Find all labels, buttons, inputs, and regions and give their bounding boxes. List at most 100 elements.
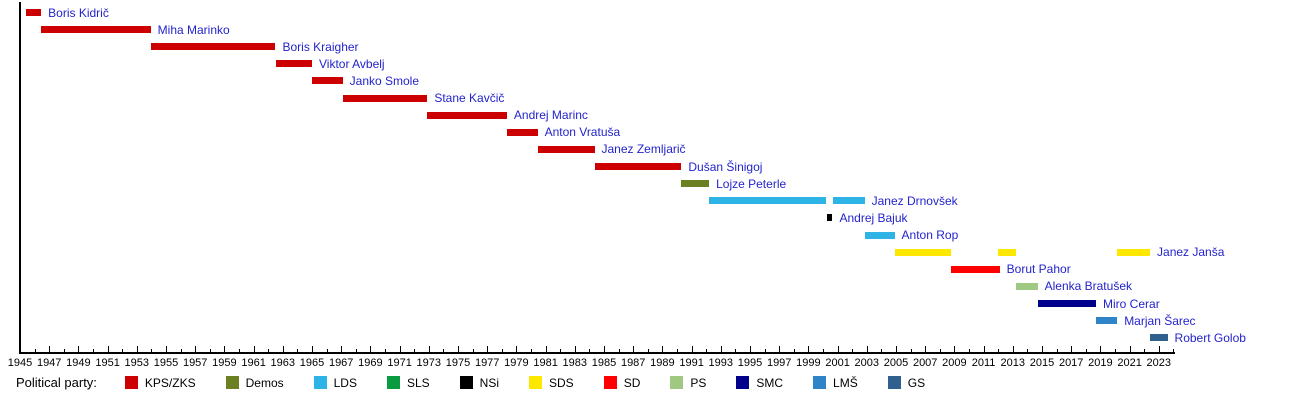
legend-items: KPS/ZKS Demos LDS SLS NSi SDS SD PS SMC LMŠ GS bbox=[124, 376, 955, 390]
axis-tick bbox=[268, 349, 270, 352]
pm-name-label[interactable]: Marjan Šarec bbox=[1124, 313, 1196, 328]
legend-color-swatch bbox=[813, 376, 827, 389]
axis-tick bbox=[560, 349, 562, 352]
axis-tick bbox=[209, 349, 211, 352]
axis-tick bbox=[370, 346, 372, 352]
axis-tick-label: 1999 bbox=[796, 357, 821, 369]
pm-name-label[interactable]: Janez Zemljarič bbox=[601, 142, 686, 157]
pm-name-label[interactable]: Andrej Bajuk bbox=[839, 210, 908, 225]
axis-tick bbox=[531, 349, 532, 352]
axis-tick bbox=[925, 346, 927, 352]
pm-name-label[interactable]: Janez Janša bbox=[1157, 245, 1225, 260]
axis-tick bbox=[618, 349, 620, 352]
axis-tick bbox=[1173, 349, 1175, 352]
axis-tick-label: 2019 bbox=[1088, 357, 1113, 369]
pm-name-label[interactable]: Miro Cerar bbox=[1103, 296, 1160, 311]
pm-name-label[interactable]: Anton Rop bbox=[901, 228, 959, 243]
pm-name-label[interactable]: Anton Vratuša bbox=[544, 125, 621, 140]
axis-tick bbox=[896, 346, 897, 352]
axis-tick-label: 1989 bbox=[650, 357, 675, 369]
axis-tick-label: 1997 bbox=[766, 357, 792, 369]
axis-tick-label: 1967 bbox=[328, 357, 354, 369]
axis-tick bbox=[312, 346, 313, 352]
axis-tick-label: 1977 bbox=[474, 357, 500, 369]
pm-name-label[interactable]: Andrej Marinc bbox=[513, 108, 588, 123]
axis-tick bbox=[1027, 349, 1029, 352]
pm-name-label[interactable]: Borut Pahor bbox=[1006, 262, 1071, 277]
axis-tick bbox=[326, 349, 328, 352]
term-bar bbox=[506, 128, 538, 136]
legend: Political party: KPS/ZKS Demos LDS SLS NSi SD… bbox=[16, 375, 955, 390]
axis-tick bbox=[93, 349, 94, 352]
axis-tick-label: 1951 bbox=[95, 357, 120, 369]
pm-name-label[interactable]: Miha Marinko bbox=[157, 22, 230, 37]
axis-tick bbox=[808, 346, 810, 352]
term-bar bbox=[150, 43, 276, 51]
axis-tick bbox=[107, 346, 109, 352]
term-bar bbox=[312, 77, 343, 85]
axis-tick bbox=[604, 346, 605, 352]
axis-tick bbox=[34, 349, 36, 352]
axis-tick bbox=[239, 349, 240, 352]
axis-tick bbox=[253, 346, 255, 352]
axis-tick bbox=[881, 349, 883, 352]
term-bar bbox=[998, 248, 1016, 256]
axis-tick bbox=[545, 346, 547, 352]
pm-name-label[interactable]: Dušan Šinigoj bbox=[688, 159, 763, 174]
axis-tick bbox=[1158, 346, 1160, 352]
legend-item-label: SMC bbox=[756, 375, 784, 390]
pm-name-label[interactable]: Boris Kidrič bbox=[48, 5, 109, 20]
term-bar bbox=[275, 60, 312, 68]
axis-tick-label: 2013 bbox=[1000, 357, 1026, 369]
axis-tick-label: 2003 bbox=[854, 357, 880, 369]
axis-tick-label: 1953 bbox=[124, 357, 150, 369]
legend-color-swatch bbox=[386, 376, 400, 389]
axis-tick-label: 1963 bbox=[270, 357, 296, 369]
axis-tick bbox=[472, 349, 474, 352]
legend-color-swatch bbox=[124, 376, 138, 389]
pm-name-label[interactable]: Boris Kraigher bbox=[282, 39, 359, 54]
axis-tick-label: 2011 bbox=[971, 357, 996, 369]
axis-tick bbox=[282, 346, 284, 352]
axis-tick-label: 2023 bbox=[1146, 357, 1172, 369]
axis-tick bbox=[910, 349, 912, 352]
axis-tick bbox=[297, 349, 299, 352]
axis-tick bbox=[647, 349, 649, 352]
axis-tick bbox=[662, 346, 664, 352]
pm-name-label[interactable]: Alenka Bratušek bbox=[1044, 279, 1132, 294]
axis-tick-label: 2009 bbox=[942, 357, 967, 369]
term-bar bbox=[951, 265, 1000, 273]
term-bar bbox=[833, 197, 865, 205]
pm-name-label[interactable]: Stane Kavčič bbox=[434, 91, 505, 106]
legend-color-swatch bbox=[459, 376, 473, 389]
legend-color-swatch bbox=[313, 376, 327, 389]
axis-tick bbox=[866, 346, 868, 352]
axis-tick-label: 1995 bbox=[737, 357, 763, 369]
term-bar bbox=[594, 163, 682, 171]
axis-tick-label: 1993 bbox=[708, 357, 734, 369]
pm-name-label[interactable]: Lojze Peterle bbox=[716, 176, 787, 191]
pm-name-label[interactable]: Viktor Avbelj bbox=[319, 56, 385, 71]
axis-tick-label: 1969 bbox=[358, 357, 383, 369]
axis-tick bbox=[180, 349, 182, 352]
term-bar bbox=[1037, 300, 1096, 308]
axis-tick bbox=[195, 346, 197, 352]
legend-item: SMC bbox=[736, 376, 783, 390]
axis-tick bbox=[764, 349, 766, 352]
pm-name-label[interactable]: Janez Drnovšek bbox=[871, 193, 958, 208]
axis-tick bbox=[1129, 346, 1131, 352]
legend-item-label: SDS bbox=[549, 375, 574, 390]
term-bar bbox=[427, 111, 507, 119]
axis-tick-label: 1945 bbox=[7, 357, 33, 369]
term-bar bbox=[1117, 248, 1151, 256]
legend-item: SDS bbox=[529, 376, 574, 390]
legend-item: LDS bbox=[313, 376, 357, 390]
pm-name-label[interactable]: Robert Golob bbox=[1174, 330, 1246, 345]
axis-tick bbox=[793, 349, 795, 352]
axis-tick-label: 1961 bbox=[241, 357, 266, 369]
axis-tick bbox=[49, 346, 51, 352]
axis-tick bbox=[63, 349, 65, 352]
term-bar bbox=[681, 180, 710, 188]
pm-name-label[interactable]: Janko Smole bbox=[349, 73, 420, 88]
axis-tick bbox=[1100, 346, 1102, 352]
